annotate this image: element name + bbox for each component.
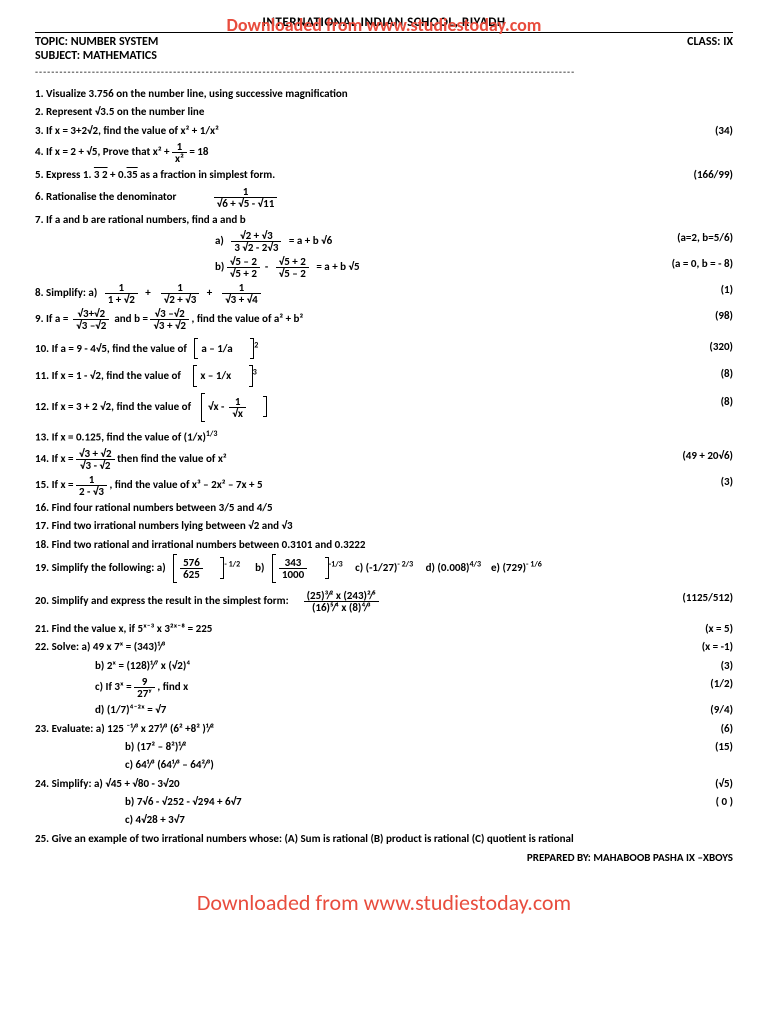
question-end: , find the value of x³ – 2x² – 7x + 5: [109, 478, 262, 491]
question-4: 4. If x = 2 + √5, Prove that x² + 1x² = …: [35, 141, 733, 164]
answer: (34): [700, 123, 733, 138]
answer: (8): [706, 394, 733, 409]
question-13: 13. If x = 0.125, find the value of (1/x…: [35, 429, 733, 445]
answer: (320): [694, 339, 733, 354]
fraction: 1√2 + √3: [161, 282, 200, 305]
answer: (a = 0, b = - 8): [657, 256, 733, 271]
class-label: CLASS: IX: [687, 35, 733, 49]
question-text: 8. Simplify: a): [35, 286, 97, 299]
question-text: 20. Simplify and express the result in t…: [35, 594, 289, 607]
worksheet-page: Downloaded from www.studiestoday.com INT…: [0, 0, 768, 874]
question-text: 15. If x =: [35, 478, 74, 491]
question-7a: a) √2 + √33 √2 - 2√3 = a + b √6 (a=2, b=…: [35, 230, 733, 253]
question-14: 14. If x = √3 + √2√3 - √2 then find the …: [35, 448, 733, 471]
question-22d: d) (1/7)⁴⁻²ˣ = √7(9/4): [95, 702, 733, 717]
watermark-top: Downloaded from www.studiestoday.com: [0, 14, 768, 36]
question-21: 21. Find the value x, if 5ˣ⁻³ x 3²ˣ⁻⁸ = …: [35, 621, 733, 636]
watermark-bottom: Downloaded from www.studiestoday.com: [0, 889, 768, 916]
question-text: 10. If a = 9 - 4√5, find the value of: [35, 342, 187, 355]
question-mid: and b =: [114, 312, 148, 325]
question-20: 20. Simplify and express the result in t…: [35, 590, 733, 613]
fraction: 1√6 + √5 - √11: [214, 186, 278, 209]
question-16: 16. Find four rational numbers between 3…: [35, 500, 733, 515]
question-23a: 23. Evaluate: a) 125 ⁻¹/³ x 27¹/³ (6² +8…: [35, 721, 733, 736]
fraction: (25)³/² x (243)²/⁵(16)⁵/⁴ x (8)⁴/³: [304, 590, 379, 613]
question-3: 3. If x = 3+2√2, find the value of x² + …: [35, 123, 733, 138]
question-text-end: = 18: [189, 145, 208, 158]
answer: (1125/512): [667, 590, 733, 605]
option-label: b): [215, 260, 224, 273]
fraction: 12 - √3: [76, 474, 107, 497]
question-15: 15. If x = 12 - √3 , find the value of x…: [35, 474, 733, 497]
question-text: 5. Express 1. 3 2 + 0.35 as a fraction i…: [35, 167, 679, 182]
question-17: 17. Find two irrational numbers lying be…: [35, 518, 733, 533]
question-24b: b) 7√6 - √252 - √294 + 6√7( 0 ): [125, 794, 733, 809]
question-7b: b) √5 – 2√5 + 2 - √5 + 2√5 – 2 = a + b √…: [35, 256, 733, 279]
question-22a: 22. Solve: a) 49 x 7ˣ = (343)¹/³(x = -1): [35, 639, 733, 654]
topic-row: TOPIC: NUMBER SYSTEM CLASS: IX: [35, 35, 733, 49]
question-text: 12. If x = 3 + 2 √2, find the value of: [35, 400, 191, 413]
subject-label: SUBJECT: MATHEMATICS: [35, 49, 733, 63]
question-19: 19. Simplify the following: a) 576625 - …: [35, 555, 733, 582]
question-8: 8. Simplify: a) 11 + √2 + 1√2 + √3 + 1√3…: [35, 282, 733, 305]
fraction: 1√3 + √4: [222, 282, 261, 305]
question-1: 1. Visualize 3.756 on the number line, u…: [35, 86, 733, 101]
equation: = a + b √5: [316, 260, 359, 273]
fraction: 1x²: [172, 141, 187, 164]
answer: (98): [700, 308, 733, 323]
answer: (166/99): [679, 167, 733, 182]
question-6: 6. Rationalise the denominator 1√6 + √5 …: [35, 186, 733, 209]
question-text: 6. Rationalise the denominator: [35, 190, 176, 203]
fraction: √5 + 2√5 – 2: [276, 256, 309, 279]
question-9: 9. If a = √3+√2√3 –√2 and b = √3 –√2√3 +…: [35, 308, 733, 331]
question-end: , find the value of a² + b²: [192, 312, 304, 325]
fraction: 11 + √2: [105, 282, 138, 305]
question-11: 11. If x = 1 - √2, find the value of x –…: [35, 366, 733, 385]
fraction: √3 –√2√3 + √2: [150, 308, 189, 331]
fraction: √2 + √33 √2 - 2√3: [231, 230, 281, 253]
question-text: 4. If x = 2 + √5, Prove that x² +: [35, 145, 170, 158]
question-end: then find the value of x²: [117, 452, 227, 465]
equation: = a + b √6: [289, 234, 332, 247]
option-label: a): [215, 234, 224, 247]
fraction: √3+√2√3 –√2: [73, 308, 109, 331]
question-24a: 24. Simplify: a) √45 + √80 - 3√20(√5): [35, 776, 733, 791]
answer: (3): [706, 474, 733, 489]
answer: (8): [706, 366, 733, 381]
question-text: 11. If x = 1 - √2, find the value of: [35, 369, 181, 382]
answer: (a=2, b=5/6): [662, 230, 733, 245]
answer: (49 + 20√6): [667, 448, 733, 463]
question-text: 14. If x =: [35, 452, 74, 465]
answer: (1): [706, 282, 733, 297]
question-text: 3. If x = 3+2√2, find the value of x² + …: [35, 123, 700, 138]
topic-label: TOPIC: NUMBER SYSTEM: [35, 35, 158, 49]
question-7: 7. If a and b are rational numbers, find…: [35, 212, 733, 227]
dotted-divider: ----------------------------------------…: [35, 65, 733, 78]
fraction: √5 – 2√5 + 2: [227, 256, 260, 279]
question-10: 10. If a = 9 - 4√5, find the value of a …: [35, 339, 733, 358]
fraction: √3 + √2√3 - √2: [76, 448, 115, 471]
prepared-by: PREPARED BY: MAHABOOB PASHA IX –XBOYS: [35, 851, 733, 864]
question-23c: c) 64¹/³ (64¹/³ – 64²/³): [125, 757, 733, 772]
question-25: 25. Give an example of two irrational nu…: [35, 831, 733, 846]
question-22c: c) If 3ˣ = 927ʸ , find x (1/2): [95, 676, 733, 699]
question-2: 2. Represent √3.5 on the number line: [35, 104, 733, 119]
question-5: 5. Express 1. 3 2 + 0.35 as a fraction i…: [35, 167, 733, 182]
question-18: 18. Find two rational and irrational num…: [35, 537, 733, 552]
question-text: 9. If a =: [35, 312, 68, 325]
question-22b: b) 2ˣ = (128)¹/⁷ x (√2)⁴(3): [95, 658, 733, 673]
question-23b: b) (17² – 8²)¹/²(15): [125, 739, 733, 754]
question-12: 12. If x = 3 + 2 √2, find the value of √…: [35, 394, 733, 421]
question-24c: c) 4√28 + 3√7: [125, 812, 733, 827]
